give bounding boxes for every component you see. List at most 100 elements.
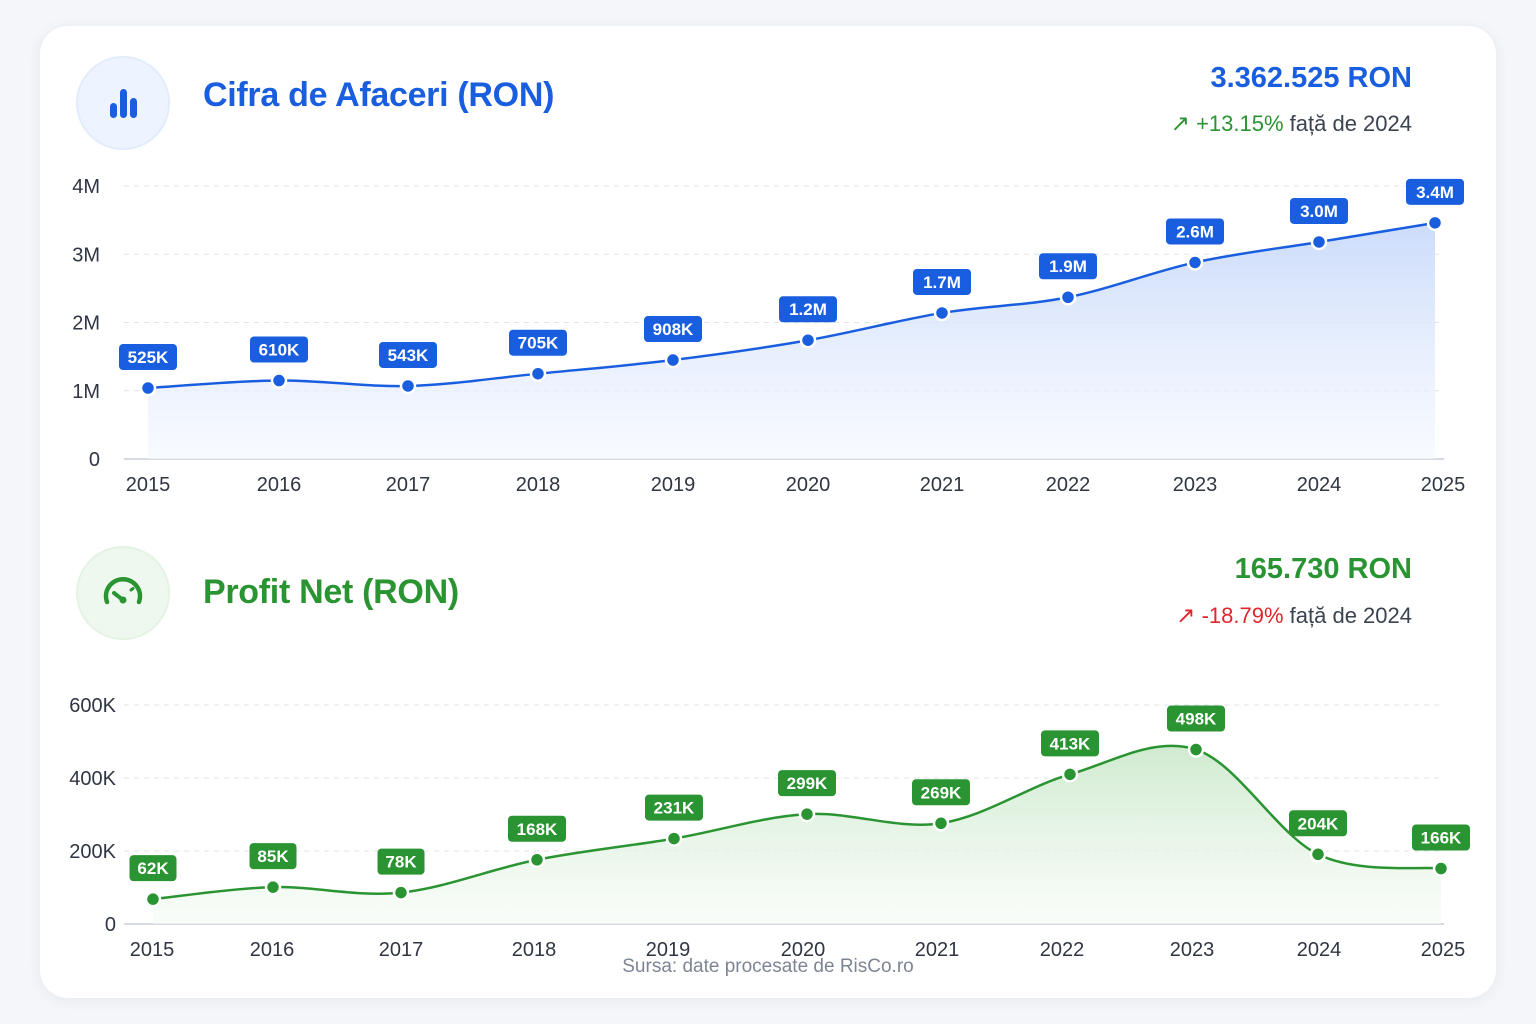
data-label: 168K [517, 820, 558, 839]
x-tick-label: 2024 [1297, 474, 1342, 496]
source-note: Sursa: date procesate de RisCo.ro [622, 956, 914, 977]
x-tick-label: 2019 [646, 939, 691, 961]
data-label-badge [912, 779, 970, 806]
data-label: 3.0M [1300, 202, 1338, 221]
x-tick-label: 2017 [386, 474, 431, 496]
data-label-badge [1167, 705, 1225, 732]
data-point[interactable] [1187, 741, 1205, 758]
x-tick-label: 2020 [781, 939, 826, 961]
data-point[interactable] [1059, 288, 1077, 306]
y-tick-label: 0 [105, 914, 116, 936]
data-label-badge [913, 268, 971, 295]
data-label: 525K [128, 348, 169, 367]
data-point[interactable] [1310, 233, 1328, 251]
profit-icon-badge [76, 546, 170, 640]
profit-title: Profit Net (RON) [203, 573, 459, 611]
data-point[interactable] [664, 351, 682, 369]
trend-up-arrow-icon: ↗ [1170, 110, 1191, 136]
gauge-icon [103, 577, 143, 605]
data-point[interactable] [665, 830, 683, 847]
data-label: 204K [1298, 814, 1339, 833]
x-tick-label: 2018 [512, 939, 557, 961]
data-label: 705K [518, 334, 559, 353]
x-tick-label: 2021 [915, 939, 960, 961]
revenue-total: 3.362.525 RON [1210, 62, 1412, 94]
data-label-badge [249, 843, 297, 870]
revenue-icon-badge [76, 56, 170, 150]
data-point[interactable] [270, 372, 288, 389]
data-point[interactable] [1061, 766, 1079, 783]
data-label: 1.7M [923, 273, 961, 292]
financial-card: Cifra de Afaceri (RON) 3.362.525 RON ↗ +1… [40, 26, 1496, 998]
x-tick-label: 2016 [250, 939, 295, 961]
data-label-badge [379, 341, 437, 368]
data-label-badge [1406, 178, 1464, 205]
x-tick-label: 2015 [126, 474, 171, 496]
x-tick-label: 2020 [786, 474, 831, 496]
data-label: 2.6M [1176, 222, 1214, 241]
x-tick-label: 2018 [516, 474, 561, 496]
data-label: 610K [259, 341, 300, 360]
x-tick-label: 2025 [1421, 939, 1466, 961]
y-tick-label: 4M [72, 176, 100, 198]
data-label: 78K [385, 853, 417, 872]
y-tick-label: 600K [69, 695, 116, 717]
data-label: 413K [1050, 734, 1091, 753]
data-point[interactable] [798, 805, 816, 823]
revenue-title: Cifra de Afaceri (RON) [203, 76, 555, 114]
data-label-badge [509, 329, 567, 356]
data-point[interactable] [144, 890, 162, 908]
y-tick-label: 400K [69, 768, 116, 790]
x-tick-label: 2022 [1040, 939, 1085, 961]
data-label-badge [508, 815, 566, 842]
x-tick-label: 2023 [1173, 474, 1218, 496]
data-point[interactable] [264, 878, 282, 896]
data-label-badge [645, 794, 703, 821]
y-tick-label: 3M [72, 244, 100, 266]
data-point[interactable] [1432, 860, 1450, 877]
data-label: 498K [1176, 710, 1217, 729]
data-point[interactable] [392, 884, 410, 901]
y-tick-label: 1M [72, 381, 100, 403]
profit-delta: ↗ -18.79% față de 2024 [1176, 602, 1412, 629]
data-label: 269K [921, 783, 962, 802]
x-tick-label: 2022 [1046, 474, 1091, 496]
data-point[interactable] [932, 815, 950, 832]
data-label-badge [250, 336, 308, 363]
data-point[interactable] [799, 331, 817, 349]
data-label: 166K [1421, 829, 1462, 848]
data-label-badge [1039, 253, 1097, 280]
data-label: 1.2M [789, 300, 827, 319]
data-point[interactable] [1309, 846, 1327, 863]
data-label-badge [1290, 197, 1348, 224]
data-label-badge [129, 855, 177, 882]
data-point[interactable] [1186, 254, 1204, 271]
y-tick-label: 0 [89, 449, 100, 471]
data-label-badge [1289, 810, 1347, 837]
data-point[interactable] [399, 377, 417, 395]
x-tick-label: 2016 [257, 474, 302, 496]
x-tick-label: 2025 [1421, 474, 1466, 496]
data-label: 543K [388, 346, 429, 365]
data-label: 908K [653, 320, 694, 339]
data-label-badge [644, 316, 702, 343]
trend-up-arrow-icon: ↗ [1176, 602, 1196, 628]
y-tick-label: 2M [72, 313, 100, 335]
data-point[interactable] [529, 365, 547, 382]
data-label: 299K [787, 774, 828, 793]
data-label: 62K [137, 859, 169, 878]
data-label-badge [377, 848, 425, 875]
data-point[interactable] [1426, 214, 1444, 232]
data-label-badge [119, 344, 177, 371]
data-label: 3.4M [1416, 183, 1454, 202]
revenue-chart: 0 1M 2M 3M 4M 2015 2016 2017 2018 2019 2020 2021 202… [72, 176, 1466, 496]
data-label: 1.9M [1049, 257, 1087, 276]
profit-chart: 0 200K 400K 600K 2015 2016 2017 2018 2019 2020 202… [69, 695, 1470, 961]
data-point[interactable] [528, 851, 546, 869]
bar-chart-icon [110, 89, 137, 118]
data-point[interactable] [933, 304, 951, 322]
data-point[interactable] [139, 379, 157, 397]
revenue-delta-value: +13.15% [1196, 111, 1284, 136]
x-tick-label: 2019 [651, 474, 696, 496]
data-label-badge [1412, 824, 1470, 851]
